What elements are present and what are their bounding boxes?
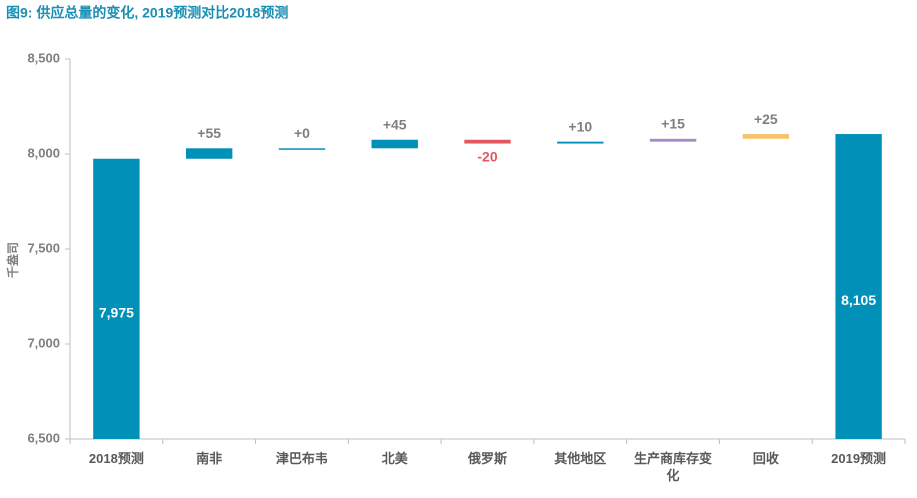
data-label: +10 [568,118,592,134]
bar [278,148,326,150]
bar [185,148,233,159]
data-label: +0 [294,125,310,141]
data-label: 7,975 [99,305,134,321]
data-label: -20 [477,148,497,164]
x-tick-label: 2019预测 [831,451,887,466]
data-label: +15 [661,116,685,132]
x-tick-label: 生产商库存变化 [634,451,713,483]
bar [464,139,511,144]
bar [557,141,604,144]
x-tick-label: 其他地区 [554,451,607,466]
data-label: +25 [754,111,778,127]
x-tick-label: 南非 [196,451,223,466]
x-tick-label: 北美 [381,451,408,466]
x-tick-label: 俄罗斯 [467,451,507,466]
y-tick-label: 7,000 [27,335,60,350]
bar [649,138,697,142]
y-tick-label: 8,000 [27,145,60,160]
bar [371,139,418,149]
chart-title: 图9: 供应总量的变化, 2019预测对比2018预测 [6,5,288,21]
x-tick-label: 津巴布韦 [275,451,328,466]
x-tick-label: 回收 [752,451,779,466]
data-label: +45 [383,116,407,132]
bar [93,158,140,439]
bar [742,134,790,139]
x-tick-label: 2018预测 [88,451,144,466]
data-label: 8,105 [841,292,876,308]
data-label: +55 [197,125,221,141]
bar [835,134,882,440]
y-tick-label: 7,500 [27,240,60,255]
y-tick-label: 8,500 [27,50,60,65]
y-axis-label: 千盎司 [5,242,20,278]
y-tick-label: 6,500 [27,430,60,445]
